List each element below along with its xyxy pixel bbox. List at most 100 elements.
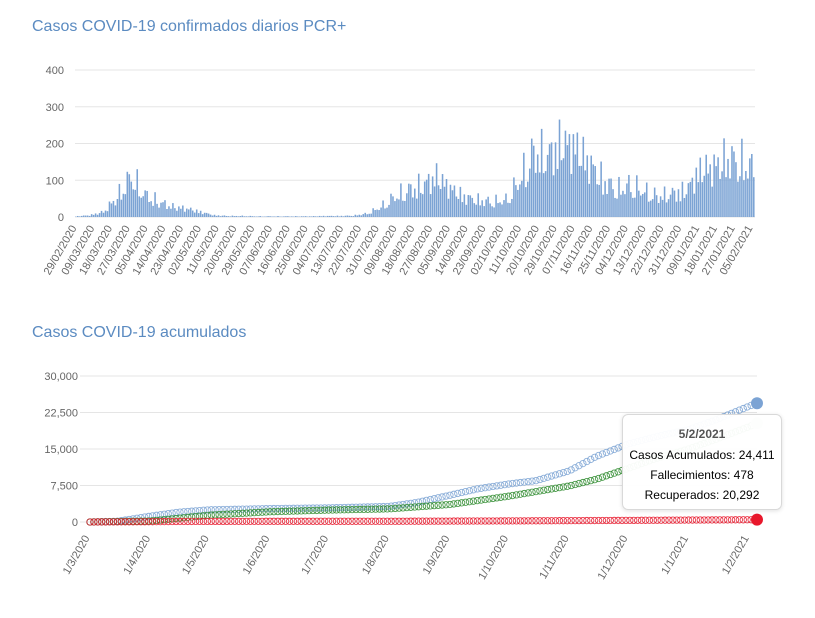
deaths-point: [724, 516, 732, 524]
deaths-point: [152, 518, 161, 526]
total-cases-point: [563, 467, 571, 476]
deaths-point: [567, 516, 575, 525]
recovered-point: [395, 504, 403, 512]
recovered-point: [164, 515, 172, 523]
daily-bar: [465, 204, 468, 217]
daily-bar: [255, 216, 257, 217]
deaths-point: [446, 517, 454, 525]
recovered-point: [191, 512, 200, 521]
daily-bar: [386, 207, 388, 217]
deaths-point: [422, 517, 431, 525]
daily-bar: [205, 212, 208, 217]
deaths-point: [195, 517, 204, 526]
total-cases-point: [199, 506, 208, 514]
daily-bar: [178, 206, 180, 217]
daily-bar: [598, 184, 600, 217]
total-cases-point: [328, 504, 337, 512]
total-cases-point: [407, 499, 415, 508]
deaths-point: [673, 516, 681, 524]
daily-bar: [538, 172, 541, 217]
total-cases-point: [434, 494, 442, 502]
daily-bar: [130, 181, 133, 217]
deaths-point: [622, 516, 630, 525]
recovered-point: [457, 499, 466, 507]
recovered-point: [285, 507, 294, 515]
daily-bar: [412, 197, 414, 217]
total-cases-point: [493, 482, 501, 490]
deaths-point: [442, 517, 450, 525]
deaths-point: [203, 517, 212, 526]
recovered-point: [375, 505, 384, 513]
daily-bar: [330, 215, 333, 217]
recovered-point: [567, 481, 575, 490]
deaths-point: [105, 518, 114, 526]
daily-bar: [94, 213, 97, 217]
daily-bar: [630, 192, 632, 217]
daily-bar: [285, 216, 287, 217]
recovered-point: [340, 506, 348, 514]
daily-bar: [534, 172, 537, 217]
deaths-point: [692, 516, 701, 524]
daily-bar: [76, 215, 79, 217]
x-tick-label: 1/1/2021: [659, 534, 691, 577]
daily-bar: [211, 215, 214, 217]
daily-bar: [612, 189, 614, 217]
recovered-point: [594, 474, 603, 483]
daily-bar: [164, 200, 166, 217]
daily-bar: [636, 175, 638, 217]
daily-bar: [691, 177, 694, 217]
total-cases-point: [735, 406, 744, 414]
deaths-point: [219, 517, 227, 526]
daily-bar: [221, 215, 224, 217]
daily-bar: [626, 183, 628, 217]
total-cases-point: [360, 503, 368, 511]
total-cases-point: [356, 503, 364, 511]
daily-bar: [318, 215, 321, 217]
deaths-point: [536, 517, 544, 525]
deaths-point: [528, 517, 536, 525]
total-cases-point: [422, 496, 431, 505]
daily-bar: [683, 197, 686, 217]
deaths-point: [387, 517, 395, 525]
deaths-point: [301, 517, 309, 525]
x-tick-label: 1/9/2020: [421, 534, 453, 577]
deaths-point: [418, 517, 427, 525]
daily-bar: [719, 178, 721, 217]
daily-bar: [427, 173, 430, 217]
deaths-point: [360, 517, 368, 525]
deaths-point: [293, 517, 301, 525]
daily-bar: [148, 202, 150, 217]
daily-bar: [651, 199, 654, 217]
deaths-point: [696, 516, 704, 524]
deaths-point: [403, 517, 411, 525]
recovered-point: [274, 507, 282, 516]
daily-bar: [406, 193, 408, 217]
daily-bar: [701, 182, 704, 217]
recovered-point: [231, 510, 239, 518]
deaths-point: [583, 516, 591, 525]
total-cases-point: [454, 489, 462, 498]
y-tick-label: 30,000: [44, 371, 78, 383]
daily-bar: [78, 216, 81, 217]
daily-bar: [332, 216, 335, 217]
deaths-point: [98, 518, 106, 526]
daily-bar: [645, 182, 648, 217]
y-tick-label: 15,000: [44, 444, 78, 456]
deaths-point: [731, 516, 740, 524]
daily-bar: [665, 202, 668, 217]
deaths-point: [720, 516, 728, 524]
recovered-point: [485, 495, 493, 503]
total-cases-point: [516, 478, 524, 487]
deaths-point: [602, 516, 611, 525]
y-tick-label: 100: [46, 175, 64, 187]
daily-bar: [441, 174, 444, 217]
recovered-point: [575, 479, 583, 488]
total-cases-point: [336, 503, 345, 512]
deaths-point: [485, 517, 493, 525]
daily-bar: [667, 199, 670, 217]
total-cases-point: [587, 455, 595, 464]
recovered-point: [532, 487, 540, 496]
daily-bar: [544, 171, 547, 217]
deaths-point: [160, 517, 168, 526]
daily-bar: [523, 152, 525, 217]
